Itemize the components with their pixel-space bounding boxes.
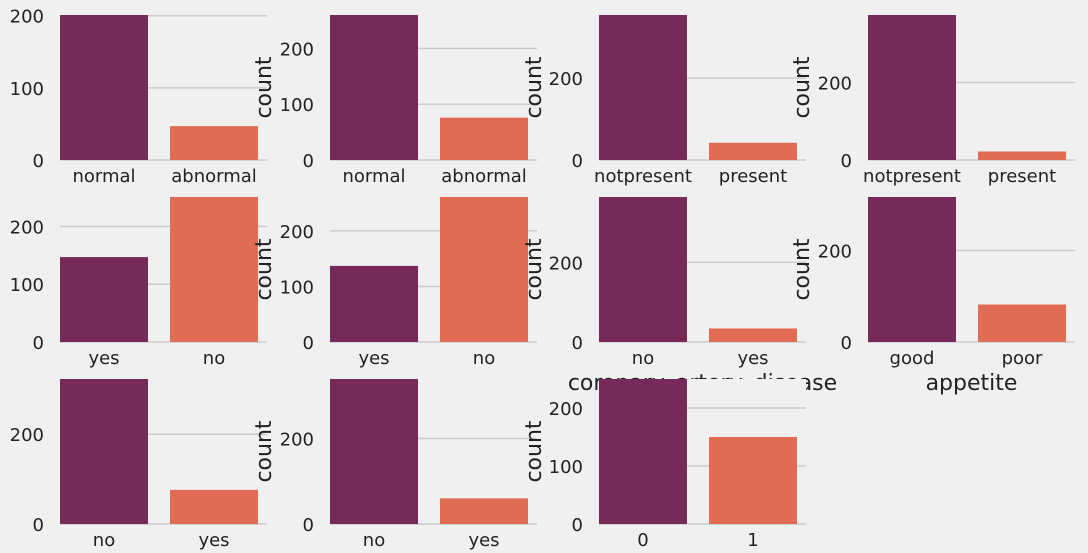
ytick-label: 0 (303, 515, 314, 536)
bar-normal (60, 15, 148, 160)
bar-abnormal (170, 126, 258, 160)
bar-yes (440, 498, 528, 524)
ytick-label: 0 (572, 515, 583, 536)
xtick-label: abnormal (441, 166, 527, 187)
subplot-6: 0 100 200 yes no (280, 197, 537, 369)
ytick-label: 0 (572, 333, 583, 354)
bar-present (978, 151, 1066, 160)
ytick-label: 200 (549, 69, 583, 90)
bar-present (709, 142, 797, 160)
ytick-label: 200 (280, 39, 314, 60)
ytick-label: 0 (33, 515, 44, 536)
xtick-label: present (988, 166, 1056, 187)
xtick-label: no (632, 348, 654, 369)
xtick-label: present (719, 166, 787, 187)
ylabel: count (252, 238, 277, 300)
bar-no (330, 379, 418, 524)
xtick-label: good (890, 348, 935, 369)
bar-good (868, 197, 956, 342)
bar-yes (709, 328, 797, 342)
xtick-label: notpresent (594, 166, 692, 187)
bar-yes (330, 265, 418, 342)
xtick-label: 0 (637, 530, 648, 551)
subplot-7: 0 200 no yes (549, 197, 806, 369)
subplot-9: 0 200 no yes (10, 379, 267, 551)
ytick-label: 100 (10, 79, 44, 100)
ylabel: count (522, 238, 547, 300)
bar-no (60, 379, 148, 524)
ytick-label: 200 (818, 242, 852, 263)
bar-yes (170, 489, 258, 524)
xtick-label: notpresent (863, 166, 961, 187)
xtick-label: yes (88, 348, 119, 369)
ytick-label: 200 (280, 429, 314, 450)
xlabel: appetite (926, 371, 1018, 396)
xtick-label: normal (342, 166, 405, 187)
subplot-10: 0 200 no yes (280, 379, 537, 551)
ytick-label: 0 (33, 151, 44, 172)
subplot-3: 0 200 notpresent present (549, 15, 806, 187)
ytick-label: 0 (303, 151, 314, 172)
ytick-label: 0 (841, 333, 852, 354)
bar-no (440, 197, 528, 342)
bar-notpresent (599, 15, 687, 160)
xtick-label: yes (198, 530, 229, 551)
xtick-label: abnormal (171, 166, 257, 187)
ytick-label: 100 (280, 95, 314, 116)
ytick-label: 200 (10, 7, 44, 28)
ytick-label: 0 (841, 151, 852, 172)
xtick-label: yes (737, 348, 768, 369)
xtick-label: no (93, 530, 115, 551)
subplot-2: 0 100 200 normal abnormal (280, 15, 537, 187)
ytick-label: 0 (303, 333, 314, 354)
ylabel: count (522, 56, 547, 118)
ytick-label: 100 (549, 457, 583, 478)
xtick-label: no (363, 530, 385, 551)
ytick-label: 200 (549, 253, 583, 274)
bar-no (599, 197, 687, 342)
xtick-label: poor (1002, 348, 1043, 369)
bar-yes (60, 257, 148, 342)
ylabel: count (790, 56, 815, 118)
xtick-label: yes (358, 348, 389, 369)
ytick-label: 0 (33, 333, 44, 354)
ytick-label: 200 (280, 222, 314, 243)
bar-notpresent (868, 15, 956, 160)
ylabel: count (790, 238, 815, 300)
subplot-8: 0 200 good poor (818, 197, 1075, 369)
ytick-label: 200 (818, 73, 852, 94)
ylabel: count (522, 420, 547, 482)
subplot-1: 0 100 200 normal abnormal (10, 7, 267, 187)
subplot-11: 0 100 200 0 1 (549, 379, 806, 551)
ytick-label: 200 (549, 399, 583, 420)
ytick-label: 100 (10, 275, 44, 296)
ytick-label: 100 (280, 277, 314, 298)
bar-no (170, 197, 258, 342)
xtick-label: no (473, 348, 495, 369)
subplot-5: 0 100 200 yes no (10, 197, 267, 369)
xtick-label: 1 (747, 530, 758, 551)
xtick-label: normal (72, 166, 135, 187)
ylabel: count (252, 420, 277, 482)
xtick-label: yes (468, 530, 499, 551)
bar-0 (599, 379, 687, 524)
xtick-label: no (203, 348, 225, 369)
ylabel: count (252, 56, 277, 118)
bar-1 (709, 437, 797, 524)
ytick-label: 200 (10, 217, 44, 238)
ytick-label: 200 (10, 425, 44, 446)
ytick-label: 0 (572, 151, 583, 172)
bar-normal (330, 15, 418, 160)
subplot-4: 0 200 notpresent present (818, 15, 1075, 187)
bar-poor (978, 304, 1066, 342)
bar-abnormal (440, 117, 528, 160)
